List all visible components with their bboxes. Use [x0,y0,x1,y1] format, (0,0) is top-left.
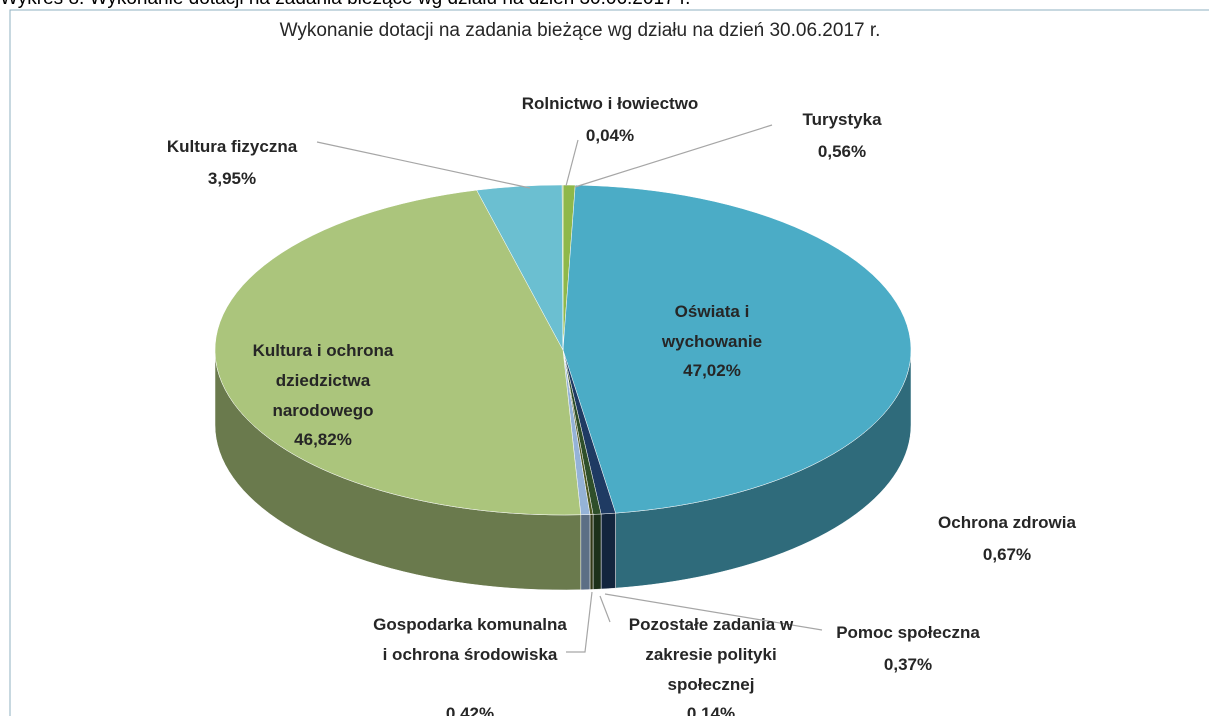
chart-title: Wykonanie dotacji na zadania bieżące wg … [279,20,881,41]
category-label: Turystyka [802,110,882,129]
value-label: 0,42% [445,704,495,716]
category-label: Pomoc społeczna [836,623,980,642]
leader-line [316,141,531,189]
slice-side [592,513,602,590]
slice [214,189,582,516]
leader-line [565,139,579,187]
value-label: 3,95% [207,169,257,188]
category-label: Gospodarka komunalna i ochrona środowisk… [373,615,567,664]
frame [9,9,1209,716]
leader-line [566,591,593,653]
category-label: Oświata i wychowanie [661,302,763,351]
value-label: 0,37% [883,655,933,674]
leader-line [574,124,773,188]
value-label: 0,67% [982,545,1032,564]
slice-side [589,514,594,590]
value-label: 47,02% [683,361,741,380]
category-label: Ochrona zdrowia [938,513,1076,532]
category-label: Pozostałe zadania w zakresie polityki sp… [628,615,794,694]
value-label: 0,14% [686,704,736,716]
leader-line [604,593,823,631]
value-label: 46,82% [294,430,352,449]
category-label: Kultura fizyczna [166,137,298,156]
category-label: Kultura i ochrona dziedzictwa narodowego [252,341,394,420]
slice-side [580,514,591,591]
category-label: Rolnictwo i łowiectwo [521,94,699,113]
slice-side [600,512,616,590]
caption: Wykres 8. Wykonanie dotacji na zadania b… [0,0,690,10]
slice [561,184,564,351]
value-label: 0,56% [817,142,867,161]
slice [562,184,912,514]
value-label: 0,04% [585,126,635,145]
leader-line [599,595,611,623]
